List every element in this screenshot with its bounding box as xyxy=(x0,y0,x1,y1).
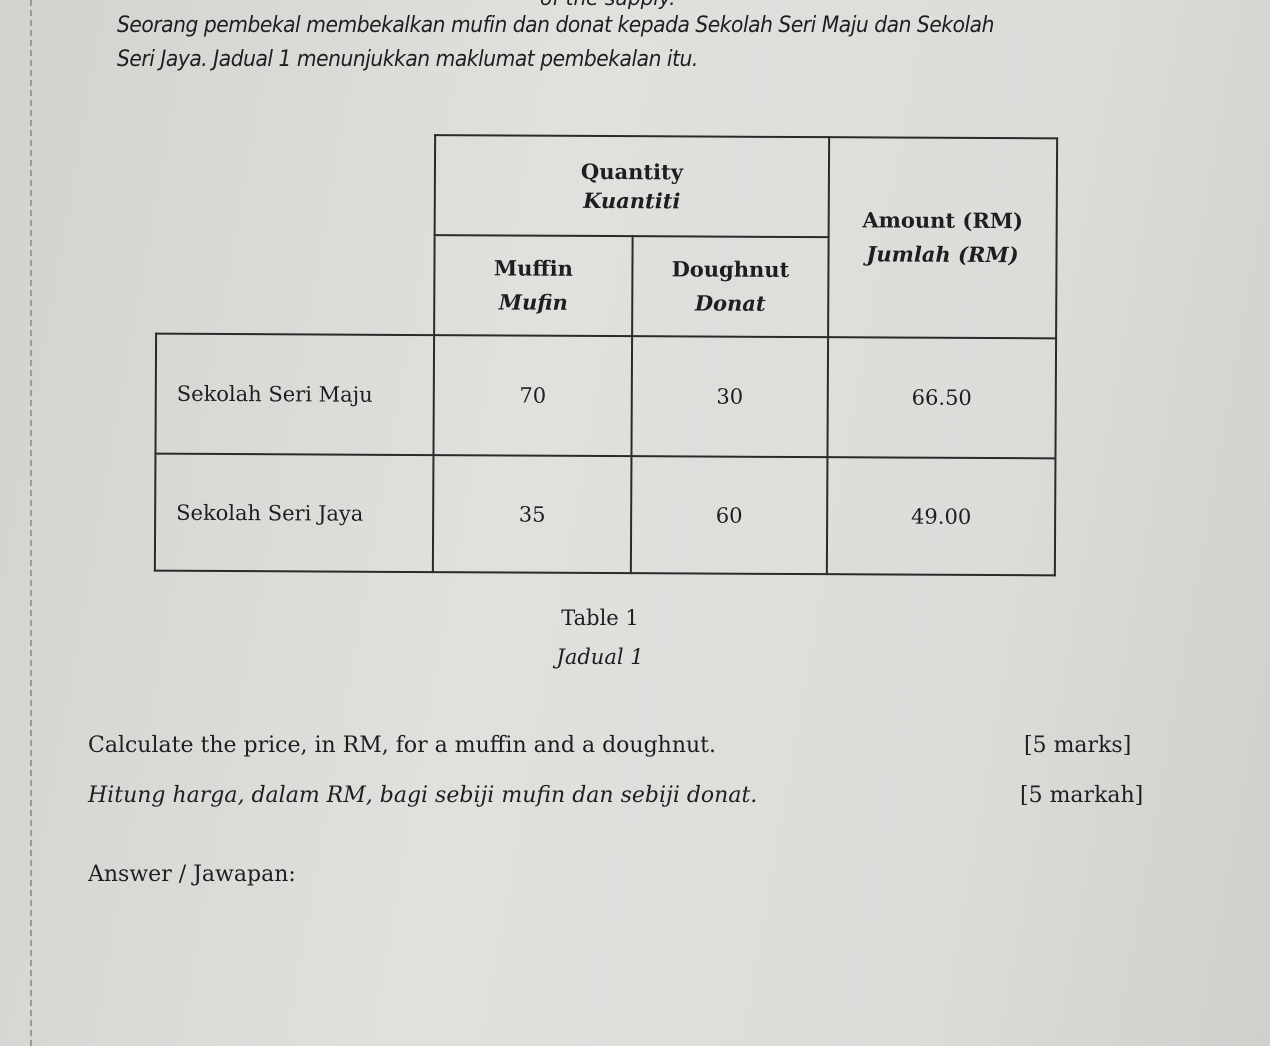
muffin-cell: 35 xyxy=(432,455,632,574)
table-row: Sekolah Seri Maju 70 30 66.50 xyxy=(155,333,1057,459)
question-en: Calculate the price, in RM, for a muffin… xyxy=(88,733,716,758)
table-row: Sekolah Seri Jaya 35 60 49.00 xyxy=(154,453,1056,576)
header-doughnut: Doughnut xyxy=(671,256,790,283)
header-mufin: Mufin xyxy=(498,289,568,315)
table-caption-ms: Jadual 1 xyxy=(556,645,644,669)
amount-cell: 66.50 xyxy=(827,337,1057,459)
school-cell: Sekolah Seri Maju xyxy=(155,333,435,456)
answer-label: Answer / Jawapan: xyxy=(88,862,296,887)
header-amount: Amount (RM) xyxy=(862,207,1024,234)
header-donat: Donat xyxy=(694,290,766,316)
cut-off-text: of the supply. xyxy=(540,0,676,10)
header-kuantiti: Kuantiti xyxy=(583,187,681,214)
header-muffin: Muffin xyxy=(493,255,574,282)
question-ms: Hitung harga, dalam RM, bagi sebiji mufi… xyxy=(88,783,758,808)
header-quantity: Quantity xyxy=(580,158,684,185)
page-margin-line xyxy=(30,0,32,1046)
intro-line-2: Seri Jaya. Jadual 1 menunjukkan maklumat… xyxy=(117,47,698,72)
amount-cell: 49.00 xyxy=(826,457,1056,576)
header-jumlah: Jumlah (RM) xyxy=(866,241,1019,268)
doughnut-cell: 30 xyxy=(631,336,829,458)
doughnut-cell: 60 xyxy=(630,456,828,575)
marks-ms: [5 markah] xyxy=(1020,783,1144,808)
supply-table: Quantity Kuantiti Amount (RM) Jumlah (RM… xyxy=(154,133,1058,577)
intro-line-1: Seorang pembekal membekalkan mufin dan d… xyxy=(117,13,994,38)
school-cell: Sekolah Seri Jaya xyxy=(154,453,434,573)
table-caption-en: Table 1 xyxy=(561,606,639,630)
muffin-cell: 70 xyxy=(433,335,633,457)
marks-en: [5 marks] xyxy=(1024,733,1132,758)
